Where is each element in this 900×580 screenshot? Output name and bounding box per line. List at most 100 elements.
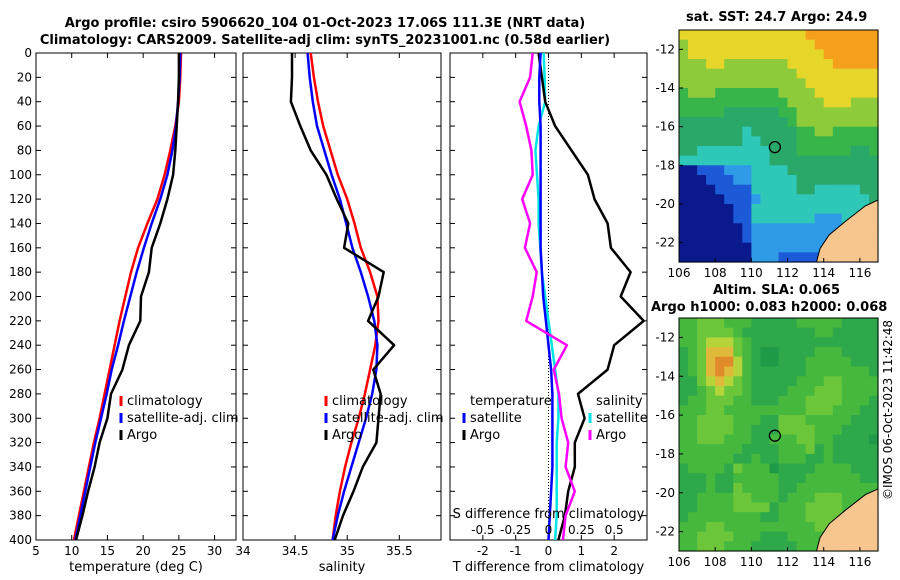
- sla-map-cell: [869, 337, 879, 348]
- sst-map-cell: [706, 126, 716, 137]
- sla-map-cell: [706, 512, 716, 523]
- sst-map-cell: [841, 146, 852, 157]
- sla-map-cell: [751, 376, 761, 387]
- sst-map-cell: [742, 30, 752, 41]
- sla-map-cell: [869, 347, 879, 358]
- sst-map-cell: [814, 49, 825, 60]
- sla-map-cell: [787, 356, 798, 368]
- sla-map-cell: [859, 453, 870, 465]
- sst-map-cell: [778, 136, 789, 147]
- sla-map-cell: [778, 453, 789, 465]
- sla-map-cell: [869, 463, 879, 474]
- sst-map-cell: [850, 165, 861, 176]
- map-x-tick-label: 114: [812, 266, 835, 280]
- sst-map-cell: [805, 194, 816, 205]
- sla-map-cell: [796, 473, 807, 484]
- sla-map-cell: [715, 405, 725, 416]
- sla-map-cell: [751, 318, 761, 329]
- sla-map-cell: [796, 424, 807, 436]
- sst-map-cell: [733, 252, 743, 263]
- sst-map-cell: [796, 49, 807, 60]
- map-x-tick-label: 108: [704, 266, 727, 280]
- sst-map-cell: [760, 223, 770, 234]
- sst-map-cell: [796, 155, 807, 166]
- sla-map-cell: [796, 483, 807, 494]
- sst-map-cell: [796, 117, 807, 128]
- sla-map-cell: [751, 327, 761, 338]
- sla-map-cell: [679, 541, 689, 552]
- sla-map-cell: [832, 327, 843, 338]
- sst-map-cell: [796, 252, 807, 263]
- sst-map-cell: [706, 184, 716, 195]
- sst-map-cell: [769, 97, 780, 108]
- x-tick-label: 2: [610, 544, 618, 558]
- sst-map-cell: [832, 49, 843, 60]
- sst-map-cell: [787, 184, 798, 195]
- sla-map-cell: [841, 395, 852, 406]
- sla-map-cell: [859, 366, 870, 377]
- sla-map-cell: [760, 512, 770, 523]
- sst-map-cell: [724, 165, 734, 176]
- sla-map-cell: [715, 463, 725, 474]
- sst-map-cell: [805, 233, 816, 244]
- sla-map-cell: [841, 405, 852, 416]
- x-tick-label: 20: [136, 544, 151, 558]
- sla-map-cell: [787, 395, 798, 406]
- sla-map-cell: [688, 337, 698, 348]
- sst-map-cell: [823, 223, 834, 234]
- sla-map-cell: [697, 444, 707, 455]
- sst-map-cell: [679, 126, 689, 137]
- sla-map-cell: [787, 337, 798, 348]
- sst-map-cell: [796, 88, 807, 99]
- sla-map-cell: [751, 347, 761, 358]
- sla-map-cell: [688, 415, 698, 426]
- sla-map-cell: [787, 521, 798, 533]
- sst-map-cell: [706, 146, 716, 157]
- sst-map-cell: [787, 49, 798, 60]
- sla-map-cell: [760, 347, 770, 358]
- sla-map-cell: [751, 473, 761, 484]
- sst-map-cell: [697, 117, 707, 128]
- sst-argo-marker: [768, 141, 782, 154]
- sst-map-cell: [733, 165, 743, 176]
- sla-map-cell: [769, 444, 780, 455]
- sla-map-cell: [715, 327, 725, 338]
- sst-map-cell: [751, 30, 761, 41]
- sla-argo-marker: [768, 429, 782, 442]
- sla-map-cell: [724, 318, 734, 329]
- sst-map-cell: [841, 68, 852, 79]
- sst-map-cell: [823, 204, 834, 215]
- sst-map-cell: [787, 117, 798, 128]
- sst-map-cell: [805, 88, 816, 99]
- sst-map-cell: [769, 88, 780, 99]
- sla-map-cell: [841, 318, 852, 329]
- sla-map-cell: [787, 424, 798, 436]
- sst-map-cell: [697, 136, 707, 147]
- sla-map-cell: [742, 395, 752, 406]
- sla-map-cell: [760, 483, 770, 494]
- sst-map-cell: [715, 59, 725, 70]
- sla-map-cell: [688, 405, 698, 416]
- sla-map-cell: [841, 453, 852, 465]
- sst-map-cell: [850, 136, 861, 147]
- sst-map-cell: [869, 59, 879, 70]
- sla-map-cell: [724, 483, 734, 494]
- sst-map-cell: [869, 88, 879, 99]
- sst-map-cell: [787, 126, 798, 137]
- legend-temperature-title: temperature: [470, 394, 552, 409]
- sst-map-cell: [769, 78, 780, 89]
- sst-map-cell: [805, 155, 816, 166]
- sla-map-cell: [715, 453, 725, 465]
- sla-map-cell: [850, 347, 861, 358]
- sst-map-cell: [769, 49, 780, 60]
- sst-map-cell: [742, 175, 752, 186]
- sla-map-cell: [787, 444, 798, 455]
- sla-map-cell: [706, 463, 716, 474]
- sla-map-cell: [679, 453, 689, 465]
- sla-map-cell: [679, 405, 689, 416]
- sla-map-cell: [751, 415, 761, 426]
- sst-map-cell: [859, 49, 870, 60]
- sla-map-cell: [715, 444, 725, 455]
- x-axis-label: temperature (deg C): [69, 560, 203, 575]
